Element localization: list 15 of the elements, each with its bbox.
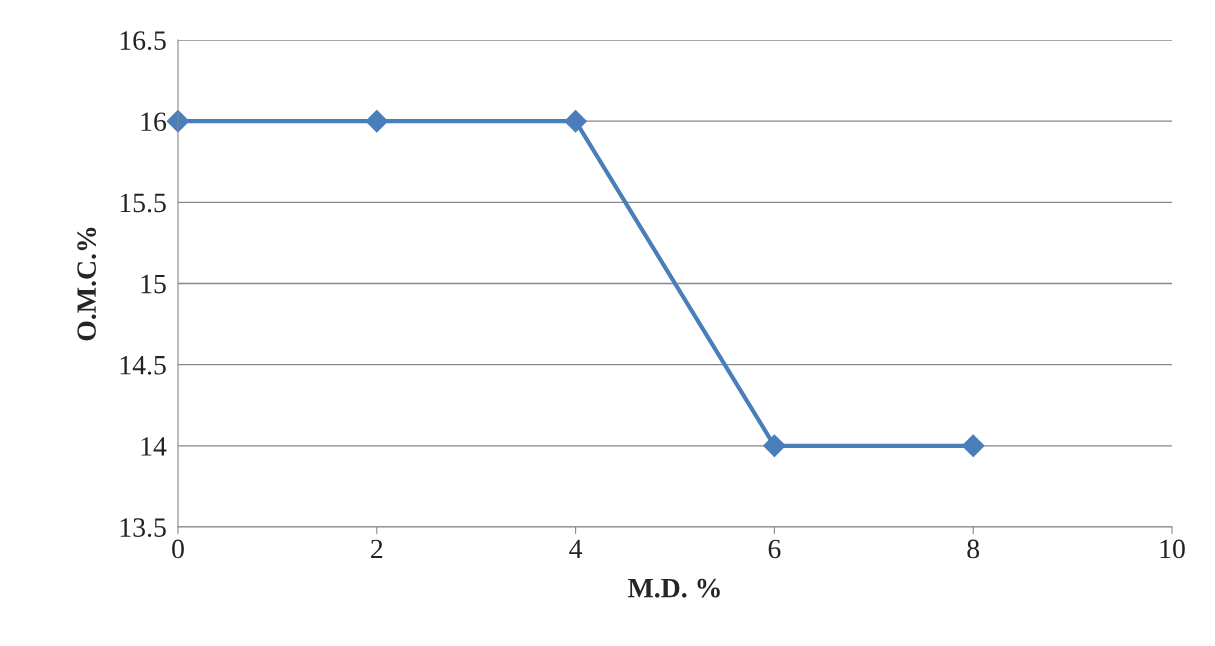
x-tick-label: 8 xyxy=(967,539,980,559)
y-axis-title: O.M.C.% xyxy=(77,227,97,341)
y-tick-label: 15.5 xyxy=(120,193,166,213)
x-axis-title: M.D. % xyxy=(628,578,720,598)
x-tick-label: 10 xyxy=(1160,539,1185,559)
y-tick-label: 15 xyxy=(141,274,166,294)
x-tick-label: 6 xyxy=(768,539,781,559)
y-tick-label: 13.5 xyxy=(120,518,166,538)
x-tick-label: 2 xyxy=(371,539,383,559)
y-tick-label: 14.5 xyxy=(120,355,166,375)
x-tick-label: 4 xyxy=(569,539,583,559)
x-tick-label: 0 xyxy=(172,539,184,559)
y-tick-label: 14 xyxy=(141,437,167,456)
y-tick-label: 16.5 xyxy=(120,31,166,51)
y-tick-label: 16 xyxy=(141,112,167,132)
